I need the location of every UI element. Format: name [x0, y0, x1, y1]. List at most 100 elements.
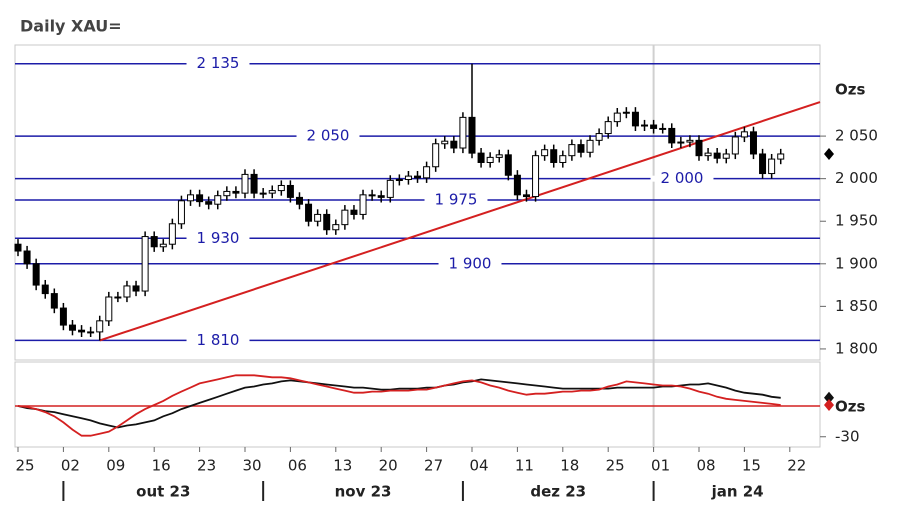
candle-body — [668, 127, 676, 144]
candle-body — [78, 329, 86, 333]
candle-body — [777, 153, 785, 160]
indicator-last-marker — [824, 391, 834, 404]
x-tick-label: 22 — [787, 457, 806, 475]
candle-body — [441, 140, 449, 145]
y-tick-label: 1 950 — [835, 212, 878, 230]
main-panel — [14, 44, 821, 361]
candle-body — [214, 195, 222, 205]
x-tick-label: 04 — [469, 457, 488, 475]
candle-body — [32, 263, 40, 286]
candle-body — [59, 307, 67, 326]
candle-body — [359, 194, 367, 215]
level-label-bg — [438, 260, 502, 267]
candle-body — [223, 190, 231, 197]
y-tick-label: 1 800 — [835, 339, 878, 357]
candle-body — [23, 250, 31, 265]
candle-body — [159, 243, 167, 248]
candle-body — [50, 293, 58, 309]
x-tick-label: 30 — [242, 457, 261, 475]
candle-body — [386, 179, 394, 198]
candle-body — [532, 155, 540, 198]
x-tick-label: 18 — [560, 457, 579, 475]
x-tick-label: 23 — [197, 457, 216, 475]
candle-body — [168, 223, 176, 245]
candle-body — [123, 285, 131, 298]
candle-body — [232, 190, 240, 194]
candle-body — [522, 194, 530, 198]
x-tick-label: 16 — [152, 457, 171, 475]
candle-body — [568, 144, 576, 157]
candle-body — [541, 149, 549, 157]
y-tick-label: 1 850 — [835, 297, 878, 315]
candle-body — [749, 131, 757, 155]
candle-body — [432, 143, 440, 168]
x-tick-label: 11 — [515, 457, 534, 475]
candle-body — [259, 192, 267, 195]
level-label: 2 135 — [197, 54, 240, 72]
candle-body — [513, 174, 521, 196]
candle-body — [177, 200, 185, 225]
level-label: 1 810 — [197, 331, 240, 349]
y-tick-label: 2 050 — [835, 127, 878, 145]
y-tick-label: 1 900 — [835, 254, 878, 272]
candle-body — [150, 236, 158, 248]
candle-body — [96, 320, 104, 333]
level-label: 2 000 — [661, 169, 704, 187]
candle-body — [468, 116, 476, 154]
candle-body — [350, 209, 358, 215]
candle-body — [187, 194, 195, 202]
candle-body — [740, 131, 748, 138]
x-tick-label: 27 — [424, 457, 443, 475]
candle-body — [677, 141, 685, 144]
candle-body — [641, 124, 649, 127]
candle-body — [713, 152, 721, 159]
candle-body — [504, 154, 512, 176]
candle-body — [87, 331, 95, 334]
x-tick-label: 01 — [651, 457, 670, 475]
candle-body — [41, 284, 49, 295]
indicator-last-marker — [824, 398, 834, 411]
candle-body — [686, 139, 694, 143]
candle-body — [286, 184, 294, 198]
candle-body — [241, 173, 249, 194]
candle-body — [586, 139, 594, 153]
level-label: 1 975 — [435, 190, 478, 208]
x-tick-label: 08 — [696, 457, 715, 475]
indicator-line — [17, 374, 781, 437]
candle-body — [14, 243, 22, 252]
candle-body — [486, 156, 494, 163]
y-tick-label: -30 — [835, 427, 860, 445]
x-tick-label: 25 — [15, 457, 34, 475]
candle-body — [105, 296, 113, 322]
month-label: out 23 — [136, 483, 190, 501]
candle-body — [314, 213, 322, 222]
candle-body — [196, 194, 204, 203]
candle-body — [613, 112, 621, 123]
level-label-bg — [296, 133, 360, 140]
level-label-bg — [186, 337, 250, 344]
candle-body — [559, 155, 567, 163]
candle-body — [495, 154, 503, 158]
candle-body — [268, 190, 276, 194]
candle-body — [205, 201, 213, 205]
x-tick-label: 02 — [61, 457, 80, 475]
x-tick-label: 15 — [742, 457, 761, 475]
candle-body — [305, 203, 313, 222]
level-label: 2 050 — [307, 127, 350, 145]
candle-body — [332, 224, 340, 231]
candle-body — [368, 194, 376, 197]
candle-body — [377, 195, 385, 198]
x-tick-label: 20 — [379, 457, 398, 475]
candle-body — [423, 166, 431, 179]
indicator-line — [17, 378, 781, 429]
candle-body — [477, 152, 485, 163]
candle-body — [595, 133, 603, 141]
candle-body — [404, 175, 412, 181]
month-label: dez 23 — [530, 483, 586, 501]
candle-body — [550, 149, 558, 163]
candle-body — [459, 116, 467, 149]
x-tick-label: 06 — [288, 457, 307, 475]
candle-body — [68, 324, 76, 331]
month-label: jan 24 — [711, 483, 764, 501]
